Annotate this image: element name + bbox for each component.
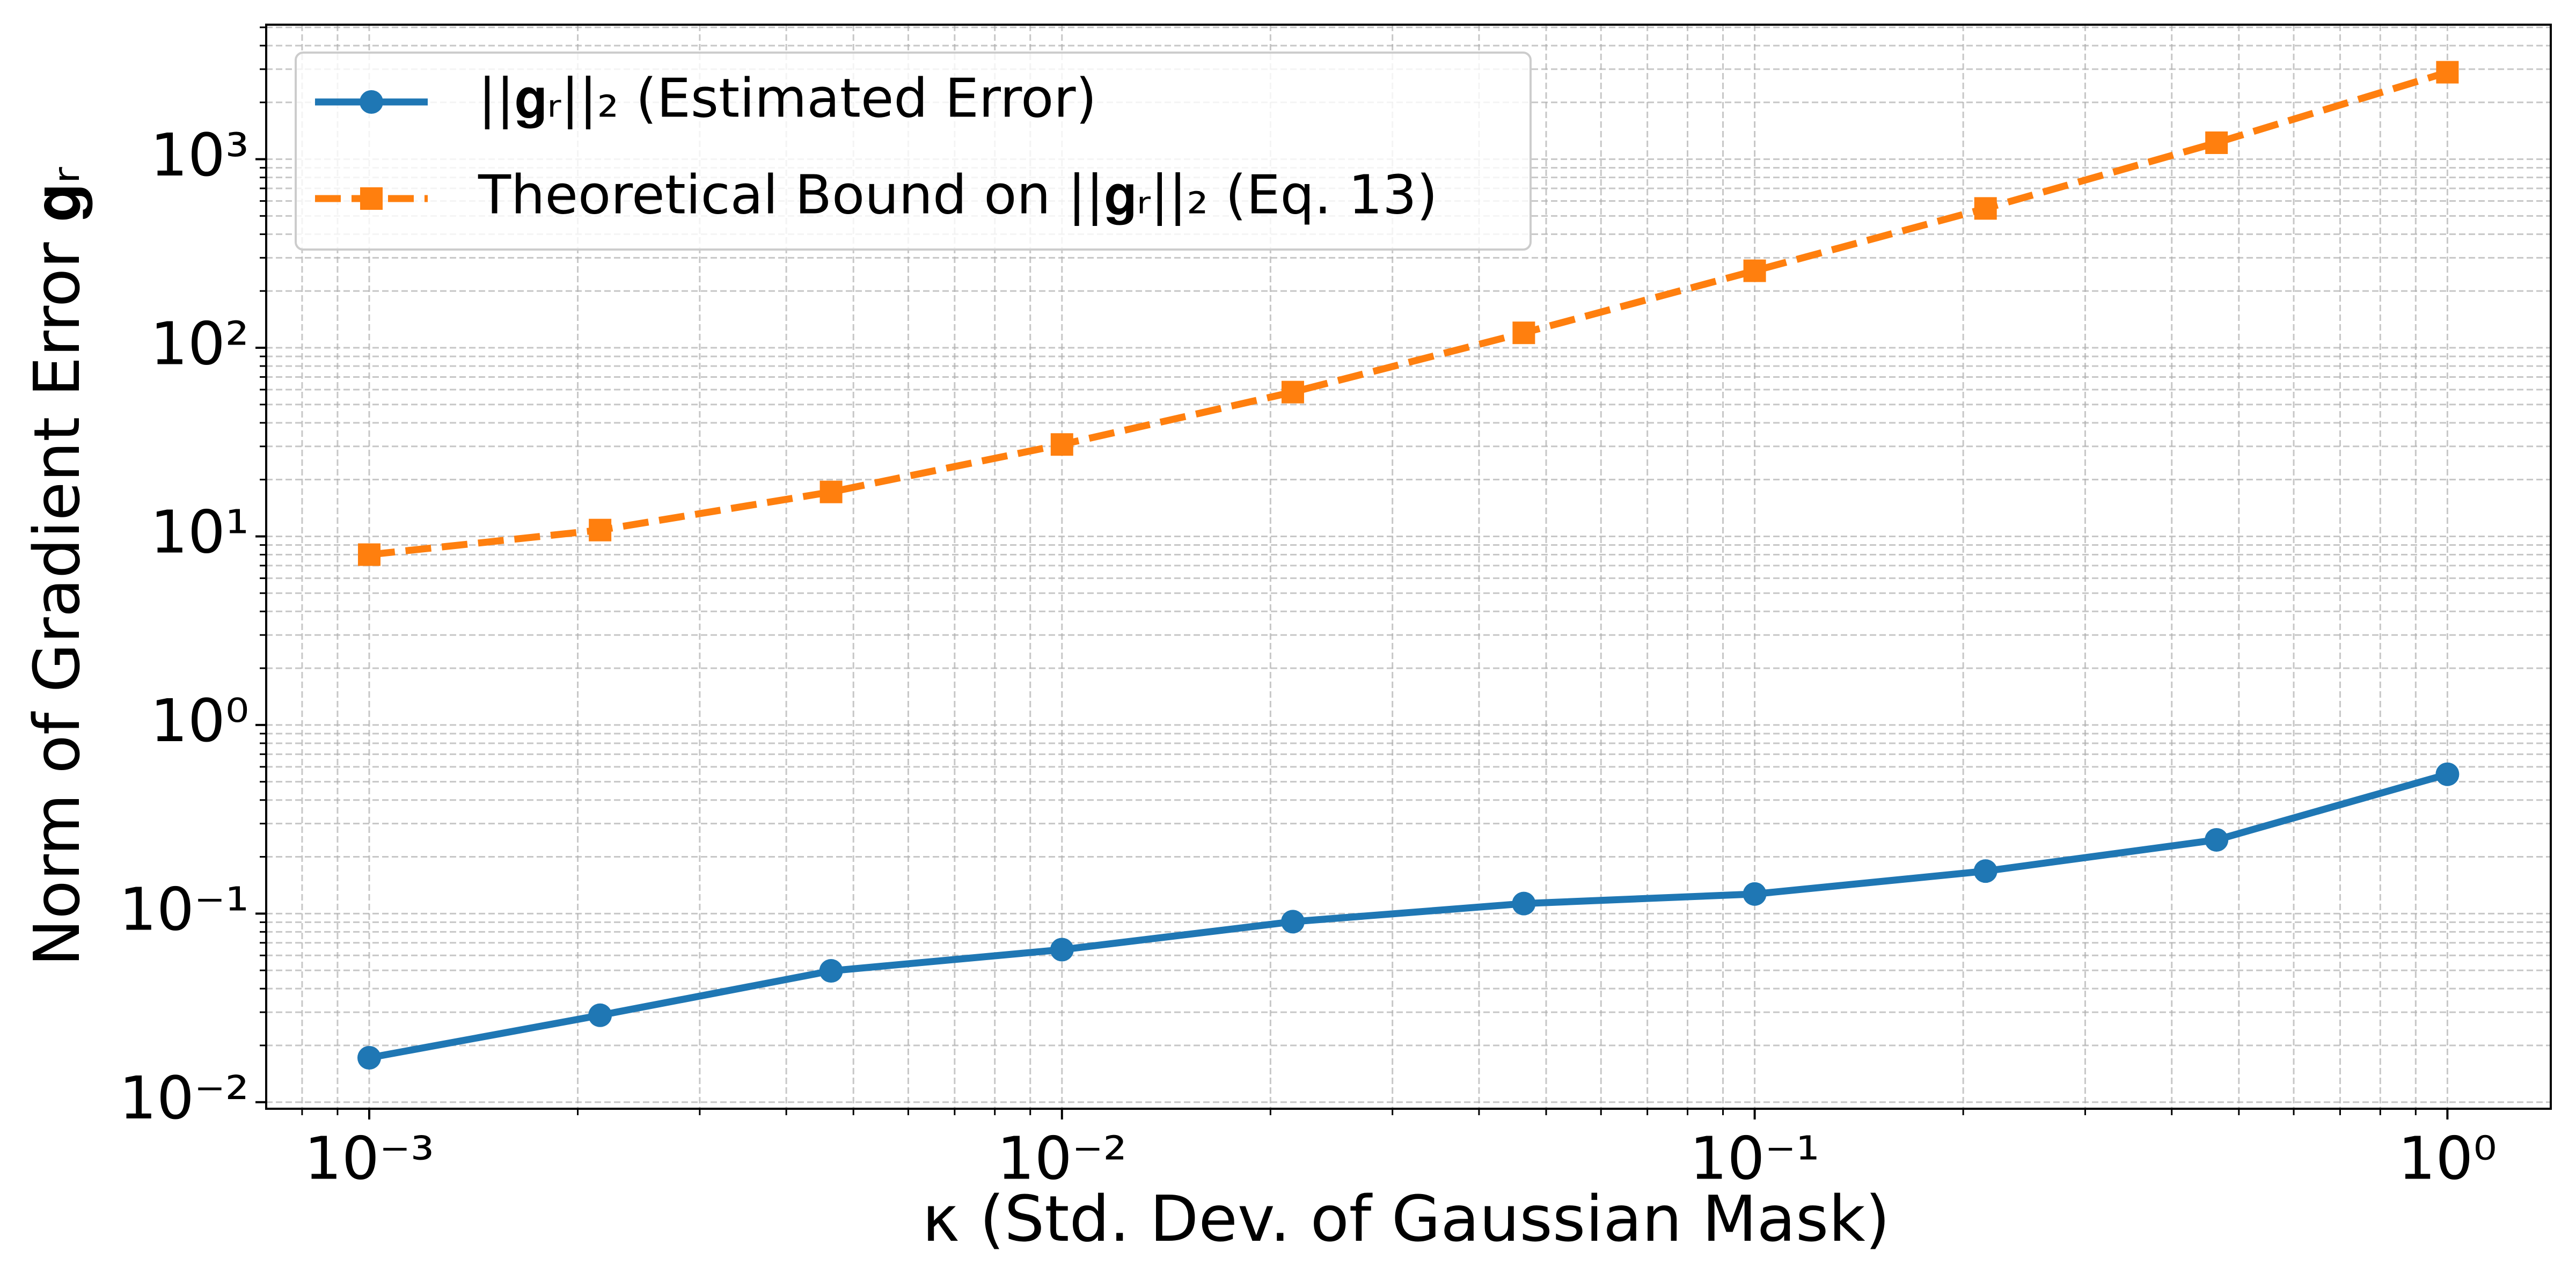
plot-frame	[265, 24, 2552, 1110]
y-tick-label: 10⁻²	[119, 1064, 249, 1132]
series-line	[368, 771, 2449, 1062]
x-tick-label: 10⁰	[2398, 1124, 2497, 1192]
y-tick-label: 10⁰	[150, 686, 249, 755]
data-point	[1743, 259, 1766, 282]
series-line	[369, 69, 2449, 558]
data-point	[588, 1003, 612, 1027]
data-point	[1974, 197, 1997, 220]
data-point	[819, 480, 843, 503]
data-point	[2436, 61, 2459, 84]
x-tick-label: 10⁻¹	[1690, 1124, 1820, 1192]
y-tick-label: 10³	[150, 121, 249, 189]
data-point	[2435, 762, 2460, 786]
y-tick-label: 10²	[150, 309, 249, 378]
legend: ||𝐠ᵣ||₂ (Estimated Error) Theoretical Bou…	[295, 52, 1532, 251]
data-point	[819, 959, 843, 983]
data-point	[357, 1045, 381, 1070]
data-point	[1743, 882, 1767, 906]
legend-box	[295, 52, 1532, 251]
x-axis-label: κ (Std. Dev. of Gaussian Mask)	[922, 1182, 1890, 1256]
legend-label: ||𝐠ᵣ||₂ (Estimated Error)	[478, 67, 1096, 129]
data-point	[357, 543, 380, 566]
y-tick-label: 10¹	[150, 498, 249, 567]
data-point	[1973, 859, 1997, 883]
x-tick-label: 10⁻³	[304, 1124, 434, 1192]
y-axis-label: Norm of Gradient Error 𝐠ᵣ	[20, 167, 94, 967]
data-point	[1050, 938, 1074, 962]
legend-label: Theoretical Bound on ||𝐠ᵣ||₂ (Eq. 13)	[478, 163, 1438, 226]
data-point	[1512, 321, 1535, 345]
legend-marker	[360, 90, 383, 114]
data-point	[1280, 910, 1305, 934]
legend-marker	[360, 187, 383, 210]
x-tick-label: 10⁻²	[997, 1124, 1127, 1192]
data-point	[1512, 891, 1536, 916]
y-tick-label: 10⁻¹	[119, 875, 249, 944]
data-point	[589, 518, 612, 541]
data-point	[1281, 380, 1304, 404]
data-point	[2205, 131, 2228, 154]
data-point	[2205, 828, 2229, 852]
data-point	[1050, 433, 1073, 456]
